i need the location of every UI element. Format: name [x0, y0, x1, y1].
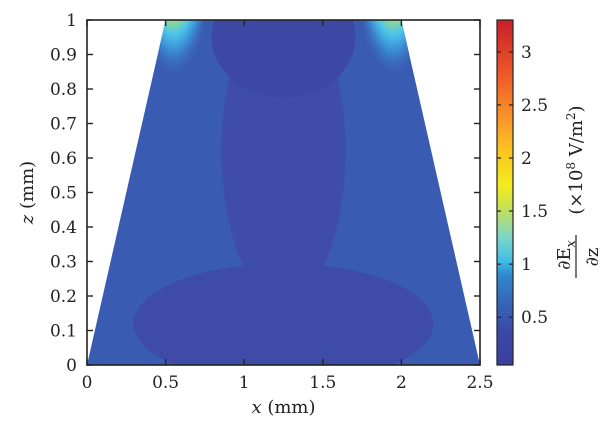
x-tick-label: 1.5 — [309, 373, 336, 393]
y-axis-label: z (mm) — [17, 161, 38, 225]
colorbar-label: ∂Ex ∂z (×108 V/m2) — [554, 105, 603, 278]
y-tick-label: 1 — [66, 11, 77, 31]
hotspot-right — [363, 20, 424, 115]
y-tick-label: 0.1 — [50, 322, 77, 342]
colorbar-tick-label: 1 — [521, 255, 532, 275]
hotspot-left — [143, 20, 204, 115]
colorbar-label-unit: (×108 V/m2) — [564, 105, 587, 214]
y-tick-label: 0.5 — [50, 184, 77, 204]
y-tick-label: 0.9 — [50, 46, 77, 66]
x-tick-label: 2 — [396, 373, 407, 393]
colorbar-tick-label: 2.5 — [521, 96, 548, 116]
colorbar-tick-label: 0.5 — [521, 308, 548, 328]
colorbar-tick-label: 1.5 — [521, 202, 548, 222]
y-tick-label: 0.6 — [50, 149, 77, 169]
x-tick-label: 1 — [239, 373, 250, 393]
x-tick-label: 0.5 — [152, 373, 179, 393]
y-tick-label: 0.2 — [50, 287, 77, 307]
x-axis-ticks: 0 0.5 1 1.5 2 2.5 — [82, 20, 494, 393]
colorbar: 0.5 1 1.5 2 2.5 3 — [496, 19, 548, 366]
x-axis-label: x (mm) — [251, 397, 315, 418]
y-tick-label: 0.7 — [50, 115, 77, 135]
heatmap-field — [87, 20, 480, 365]
colorbar-tick-label: 2 — [521, 149, 532, 169]
y-tick-label: 0.3 — [50, 253, 77, 273]
colorbar-ticks: 0.5 1 1.5 2 2.5 3 — [497, 43, 548, 328]
y-tick-label: 0 — [66, 356, 77, 376]
field-center-top-region — [211, 20, 356, 98]
x-tick-label: 0 — [82, 373, 93, 393]
colorbar-label-denominator: ∂z — [582, 248, 603, 267]
colorbar-tick-label: 3 — [521, 43, 532, 63]
colorbar-gradient — [496, 19, 514, 366]
field-bottom-region — [133, 263, 434, 365]
y-axis-ticks: 0 0.1 0.2 0.3 0.4 0.5 0.6 0.7 0.8 0.9 1 — [50, 11, 480, 376]
y-tick-label: 0.8 — [50, 80, 77, 100]
colorbar-label-numerator: ∂Ex — [554, 239, 579, 269]
y-tick-label: 0.4 — [50, 218, 77, 238]
x-tick-label: 2.5 — [466, 373, 493, 393]
